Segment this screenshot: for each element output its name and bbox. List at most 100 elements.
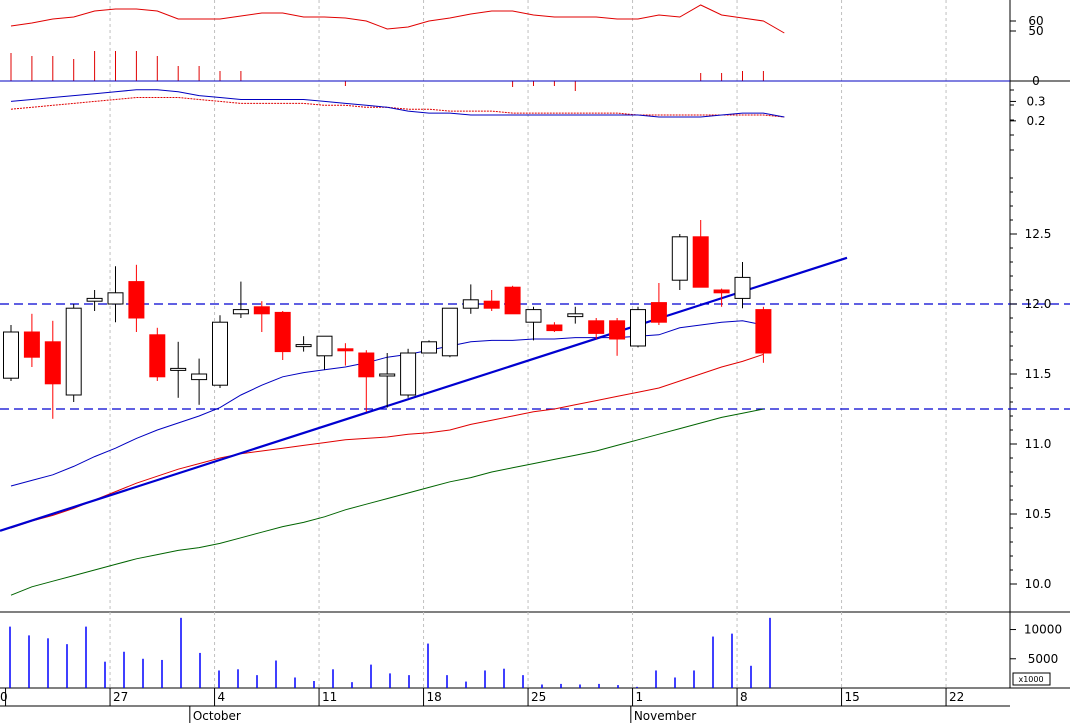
oscillator-panel [10, 89, 785, 118]
moving-average-long [10, 408, 764, 596]
price-tick-label: 11.5 [1025, 367, 1052, 381]
bullish-candle [232, 281, 249, 318]
rsi-panel [0, 4, 1010, 91]
candle-body [149, 334, 166, 378]
rsi-tick-label: 0 [1032, 74, 1040, 88]
bearish-candle [358, 350, 375, 412]
candle-body [44, 341, 61, 385]
candle-body [421, 341, 437, 354]
bullish-candle [170, 341, 187, 398]
candle-body [253, 306, 270, 315]
oscillator-tick-label: 0.2 [1026, 114, 1045, 128]
day-label: 18 [427, 690, 442, 704]
price-tick-label: 12.5 [1025, 227, 1052, 241]
oscillator-main-line [10, 89, 785, 118]
moving-average-mid [10, 353, 764, 529]
candle-body [588, 320, 605, 334]
volume-unit-badge: x1000 [1012, 672, 1051, 686]
bearish-candle [128, 264, 145, 332]
bearish-candle [546, 322, 563, 332]
candle-body [713, 289, 730, 294]
candle-body [65, 307, 82, 396]
candle-body [295, 344, 312, 348]
bullish-candle [441, 307, 458, 358]
trendline [0, 256, 848, 532]
candle-body [379, 373, 396, 377]
bearish-candle [483, 290, 500, 311]
bullish-candle [671, 234, 688, 290]
bearish-candle [23, 313, 40, 367]
price-tick-label: 10.5 [1025, 507, 1052, 521]
volume-tick-label: 10000 [1024, 623, 1062, 637]
bearish-candle [337, 343, 354, 366]
candle-body [650, 302, 667, 323]
bearish-candle [713, 288, 730, 307]
day-label: 4 [218, 690, 226, 704]
volume-tick-label: 5000 [1028, 652, 1059, 666]
bearish-candle [588, 318, 605, 339]
day-label: 8 [740, 690, 748, 704]
candle-body [462, 299, 479, 309]
bullish-candle [379, 353, 396, 408]
bullish-candle [400, 348, 417, 398]
candle-body [630, 309, 646, 347]
candle-body [755, 309, 772, 354]
candle-body [212, 321, 228, 386]
day-label: 27 [113, 690, 128, 704]
bullish-candle [295, 336, 312, 352]
price-panel [0, 220, 1070, 596]
candle-body [692, 236, 709, 288]
bullish-candle [421, 340, 437, 354]
candle-body [128, 281, 145, 319]
volume-panel [9, 617, 771, 688]
bearish-candle [650, 283, 667, 325]
bullish-candle [212, 315, 228, 388]
rsi-tick-label: 60 [1028, 14, 1043, 28]
bullish-candle [107, 266, 124, 323]
day-label: 11 [322, 690, 337, 704]
rsi-tick-label: 50 [1028, 24, 1043, 38]
day-label: 15 [845, 690, 860, 704]
bearish-candle [755, 306, 772, 363]
candle-body [671, 236, 688, 281]
bullish-candle [525, 306, 542, 341]
rsi-line [10, 4, 785, 34]
candle-body [316, 335, 333, 357]
bearish-candle [692, 220, 709, 288]
candle-body [23, 331, 40, 358]
bearish-candle [274, 311, 291, 360]
candle-body [86, 297, 103, 302]
bearish-candle [504, 285, 521, 315]
day-label: 0 [0, 690, 8, 704]
candle-body [107, 292, 124, 305]
bullish-candle [3, 325, 19, 381]
price-tick-label: 12.0 [1025, 297, 1052, 311]
candle-body [337, 348, 354, 352]
bullish-candle [630, 306, 646, 348]
bullish-candle [462, 284, 479, 314]
oscillator-signal-line [10, 97, 785, 118]
candle-body [734, 276, 751, 299]
month-label: November [634, 709, 696, 723]
bullish-candle [86, 290, 103, 311]
candle-body [3, 331, 19, 379]
volume-unit-label: x1000 [1018, 675, 1043, 684]
price-tick-label: 11.0 [1025, 437, 1052, 451]
candle-body [567, 313, 584, 318]
day-label: 25 [531, 690, 546, 704]
candle-body [232, 309, 249, 315]
candle-body [441, 307, 458, 357]
candle-body [483, 300, 500, 309]
candle-body [274, 311, 291, 353]
bullish-candle [316, 335, 333, 370]
bullish-candle [191, 358, 208, 405]
month-label: October [193, 709, 241, 723]
bullish-candle [65, 304, 82, 402]
bearish-candle [253, 301, 270, 332]
candle-body [191, 373, 208, 381]
candle-body [400, 352, 417, 396]
candle-body [609, 320, 626, 340]
candle-body [170, 367, 187, 371]
